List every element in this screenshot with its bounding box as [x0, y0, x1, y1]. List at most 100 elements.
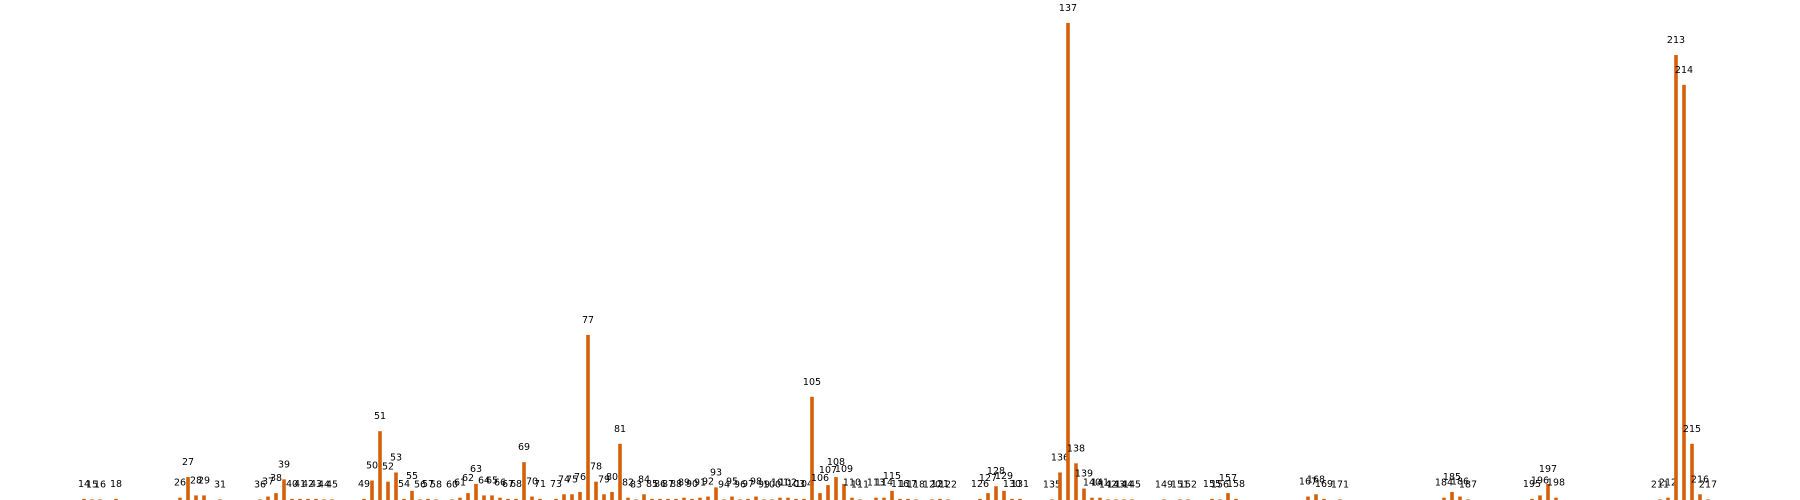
bar — [834, 477, 838, 500]
bar-label: 77 — [582, 315, 594, 326]
bar — [1082, 488, 1086, 500]
bar-label: 93 — [710, 467, 722, 478]
bar-label: 14 — [78, 479, 90, 490]
bar — [538, 498, 542, 500]
bar — [986, 493, 990, 500]
bar-label: 98 — [750, 477, 762, 488]
bar-label: 82 — [622, 478, 634, 489]
bar-label: 31 — [214, 479, 226, 490]
bar-label: 85 — [646, 479, 658, 490]
bar-label: 70 — [526, 477, 538, 488]
bar-label: 56 — [414, 479, 426, 490]
bar-label: 117 — [899, 479, 917, 490]
bar — [642, 494, 646, 500]
bar-label: 50 — [366, 461, 378, 472]
bar-label: 111 — [851, 479, 869, 490]
bar-label: 65 — [486, 475, 498, 486]
bar-label: 140 — [1083, 478, 1101, 489]
bar-label: 157 — [1219, 473, 1237, 484]
bar-label: 135 — [1043, 479, 1061, 490]
bar — [1226, 493, 1230, 500]
bar-label: 88 — [670, 479, 682, 490]
bar-label: 143 — [1107, 479, 1125, 490]
bar — [1074, 463, 1078, 500]
bar-label: 15 — [86, 479, 98, 490]
bar — [1090, 497, 1094, 500]
bar-label: 67 — [502, 479, 514, 490]
bar — [1210, 498, 1214, 500]
bar-label: 198 — [1547, 478, 1565, 489]
bar-label: 187 — [1459, 479, 1477, 490]
bar-label: 127 — [979, 473, 997, 484]
bar-label: 49 — [358, 479, 370, 490]
bar — [874, 497, 878, 500]
bar-label: 151 — [1171, 479, 1189, 490]
bar — [1010, 498, 1014, 500]
bar-label: 118 — [907, 479, 925, 490]
bar — [298, 498, 302, 500]
bar-label: 37 — [262, 477, 274, 488]
bar-label: 80 — [606, 472, 618, 483]
bar — [898, 498, 902, 500]
bar — [938, 498, 942, 500]
bar — [826, 485, 830, 500]
bar — [282, 479, 286, 500]
bar-label: 102 — [779, 478, 797, 489]
bar — [690, 498, 694, 500]
bar — [618, 443, 622, 500]
bar-label: 212 — [1659, 478, 1677, 489]
bar — [1018, 498, 1022, 500]
bar-label: 68 — [510, 479, 522, 490]
bar-label: 89 — [678, 478, 690, 489]
bar-label: 155 — [1203, 479, 1221, 490]
bar-label: 45 — [326, 479, 338, 490]
bar-label: 115 — [883, 471, 901, 482]
bar — [194, 495, 198, 500]
bar — [82, 498, 86, 500]
bar — [1530, 498, 1534, 500]
bar — [386, 481, 390, 500]
bar-label: 214 — [1675, 65, 1693, 76]
bar-label: 62 — [462, 473, 474, 484]
bar-label: 100 — [763, 479, 781, 490]
bar — [506, 498, 510, 500]
bar-label: 109 — [835, 464, 853, 475]
bar-label: 55 — [406, 471, 418, 482]
bar — [466, 493, 470, 500]
bar — [1674, 55, 1678, 500]
bar — [186, 477, 190, 500]
bar-label: 126 — [971, 479, 989, 490]
bar — [1682, 84, 1686, 500]
bar — [1066, 22, 1070, 500]
bar — [514, 498, 518, 500]
bar-label: 58 — [430, 479, 442, 490]
bar — [562, 494, 566, 500]
bar-label: 41 — [294, 479, 306, 490]
bar-label: 99 — [758, 479, 770, 490]
bar — [1234, 498, 1238, 500]
bar-label: 61 — [454, 478, 466, 489]
bar — [842, 483, 846, 500]
bar-label: 167 — [1299, 477, 1317, 488]
bar-label: 141 — [1091, 478, 1109, 489]
bar-label: 76 — [574, 472, 586, 483]
bar-label: 90 — [686, 479, 698, 490]
bar — [402, 498, 406, 500]
bar-label: 94 — [718, 479, 730, 490]
bar — [1690, 443, 1694, 500]
bar — [426, 498, 430, 500]
bar — [274, 493, 278, 500]
bar-label: 114 — [875, 478, 893, 489]
bar-label: 116 — [891, 479, 909, 490]
bar — [1554, 497, 1558, 500]
bar-label: 96 — [734, 479, 746, 490]
bar — [378, 431, 382, 500]
bar — [682, 497, 686, 500]
bar — [482, 495, 486, 500]
bar-label: 104 — [795, 479, 813, 490]
bar-label: 18 — [110, 479, 122, 490]
bar — [1698, 494, 1702, 500]
bar-label: 186 — [1451, 477, 1469, 488]
bar — [266, 496, 270, 500]
bar-label: 110 — [843, 478, 861, 489]
